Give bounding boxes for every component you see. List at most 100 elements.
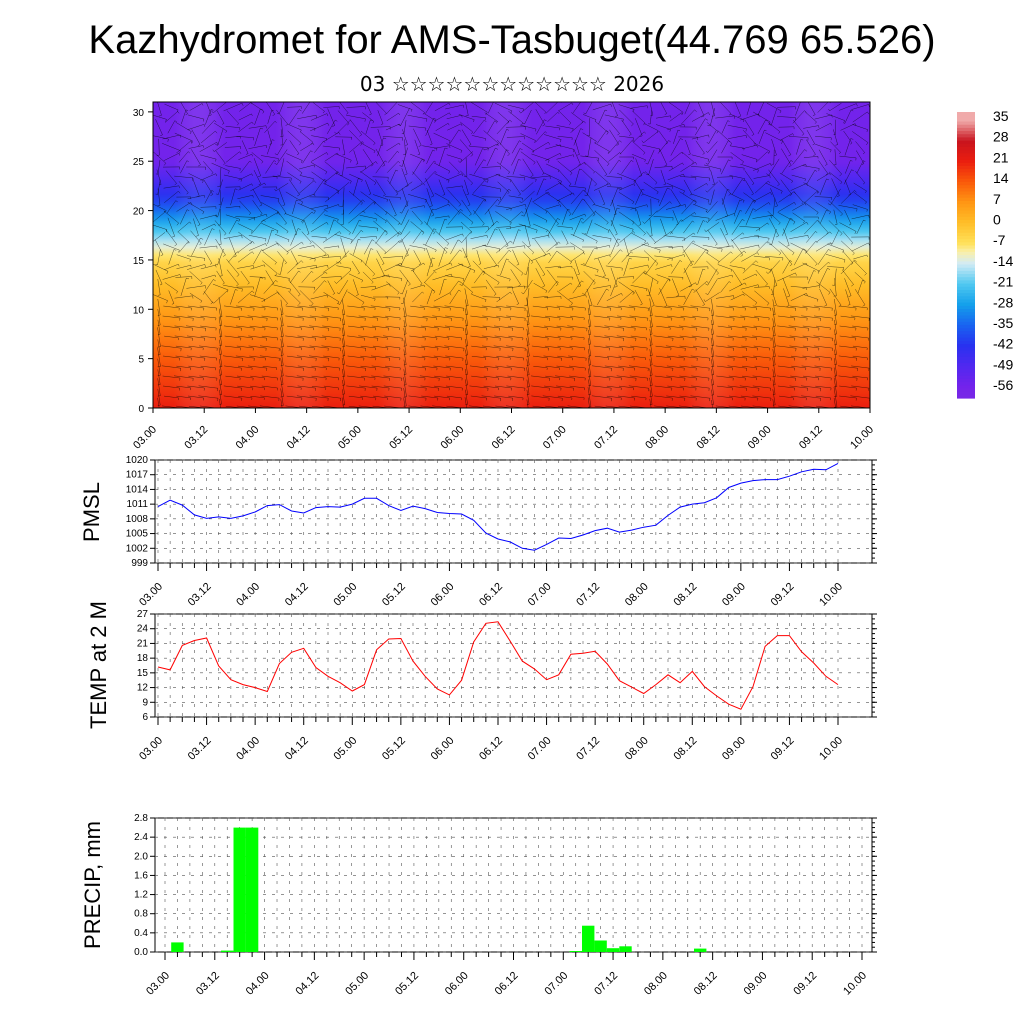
- cs-x-tick-label: 04.12: [285, 424, 313, 452]
- colorbar-cell: [957, 299, 975, 304]
- temp-x-tick-label: 08.00: [623, 735, 651, 763]
- pmsl-x-tick-label: 09.12: [769, 581, 797, 609]
- temp-x-tick-label: 06.00: [429, 735, 457, 763]
- colorbar-cell: [957, 258, 975, 262]
- cs-y-tick-label: 15: [133, 256, 145, 267]
- colorbar-label: 35: [993, 108, 1009, 124]
- colorbar-label: -56: [993, 377, 1013, 393]
- colorbar-cell: [957, 204, 975, 208]
- colorbar-label: -35: [993, 315, 1013, 331]
- cs-x-tick-label: 09.00: [746, 424, 774, 452]
- colorbar-cell: [957, 239, 975, 243]
- precip-x-tick-label: 05.12: [393, 970, 421, 998]
- colorbar-cell: [957, 169, 975, 173]
- colorbar-cell: [957, 127, 975, 132]
- precip-bar: [233, 827, 246, 952]
- colorbar-cell: [957, 216, 975, 221]
- colorbar-label: -21: [993, 274, 1013, 290]
- colorbar-cell: [957, 229, 975, 234]
- colorbar-cell: [957, 200, 975, 205]
- colorbar-cell: [957, 353, 975, 358]
- colorbar-cell: [957, 315, 975, 320]
- pmsl-x-tick-label: 03.00: [137, 581, 165, 609]
- pmsl-y-tick-label: 1017: [126, 470, 149, 481]
- temp-axis-label: TEMP at 2 M: [86, 601, 111, 729]
- temp-x-tick-label: 04.00: [234, 735, 262, 763]
- colorbar-cell: [957, 270, 975, 275]
- colorbar-label: -14: [993, 253, 1013, 269]
- colorbar-cell: [957, 185, 975, 189]
- cs-x-tick-label: 10.00: [848, 424, 876, 452]
- colorbar-cell: [957, 277, 975, 282]
- pmsl-y-tick-label: 1020: [126, 455, 149, 466]
- colorbar-cell: [957, 118, 975, 123]
- precip-y-tick-label: 2.0: [134, 851, 148, 862]
- colorbar-cell: [957, 153, 975, 158]
- temp-frame: [154, 613, 873, 718]
- precip-x-tick-label: 07.12: [592, 970, 620, 998]
- pmsl-x-tick-label: 05.00: [331, 581, 359, 609]
- temp-y-tick-label: 15: [137, 668, 149, 679]
- pmsl-y-tick-label: 1011: [126, 499, 148, 510]
- cs-y-tick-label: 30: [133, 108, 145, 119]
- colorbar-cell: [957, 162, 975, 167]
- colorbar-cell: [957, 289, 975, 294]
- pmsl-x-tick-label: 10.00: [817, 581, 845, 609]
- colorbar-cell: [957, 286, 975, 291]
- page-title: Kazhydromet for AMS-Tasbuget(44.769 65.5…: [88, 18, 936, 62]
- precip-x-tick-label: 08.00: [642, 970, 670, 998]
- temp-x-tick-label: 05.00: [331, 735, 359, 763]
- precip-bar: [582, 925, 595, 952]
- colorbar-cell: [957, 156, 975, 161]
- colorbar-cell: [957, 188, 975, 193]
- cs-x-tick-label: 08.12: [695, 424, 723, 452]
- colorbar-cell: [957, 264, 975, 269]
- colorbar-cell: [957, 115, 975, 119]
- precip-bar: [694, 948, 707, 952]
- temp-x-tick-label: 03.12: [186, 735, 214, 763]
- colorbar-cell: [957, 359, 975, 364]
- cs-y-tick-label: 25: [133, 157, 145, 168]
- colorbar-cell: [957, 293, 975, 297]
- colorbar-cell: [957, 251, 975, 256]
- colorbar-cell: [957, 150, 975, 154]
- colorbar-cell: [957, 372, 975, 377]
- cs-x-tick-label: 07.12: [592, 424, 620, 452]
- pmsl-x-tick-label: 03.12: [186, 581, 214, 609]
- colorbar-cell: [957, 375, 975, 380]
- precip-bar: [606, 948, 620, 952]
- colorbar-cell: [957, 248, 975, 253]
- colorbar-cell: [957, 134, 975, 139]
- colorbar-cell: [957, 207, 975, 212]
- colorbar-cell: [957, 366, 975, 370]
- colorbar-cell: [957, 159, 975, 164]
- colorbar-cell: [957, 191, 975, 196]
- pmsl-x-tick-label: 09.00: [720, 581, 748, 609]
- pmsl-y-tick-label: 1005: [126, 529, 149, 540]
- colorbar-cell: [957, 388, 975, 393]
- cs-x-tick-label: 03.12: [182, 424, 210, 452]
- precip-bar: [245, 827, 259, 952]
- precip-axis-label: PRECIP, mm: [80, 821, 105, 949]
- precip-x-tick-label: 07.00: [542, 970, 570, 998]
- temp-x-tick-label: 05.12: [380, 735, 408, 763]
- temp-panel: 6 9 12 15 18 21 24 27 03.00 03.12 04.00 04.12 05.00 0…: [86, 601, 877, 763]
- colorbar-cell: [957, 309, 975, 313]
- precip-x-tick-label: 06.00: [443, 970, 471, 998]
- temp-y-tick-label: 24: [137, 624, 149, 635]
- colorbar-cell: [957, 172, 975, 177]
- colorbar-cell: [957, 112, 975, 116]
- colorbar-cell: [957, 302, 975, 307]
- precip-bar: [594, 940, 607, 952]
- cs-x-tick-label: 05.12: [387, 424, 415, 452]
- temp-x-tick-label: 07.00: [526, 735, 554, 763]
- pmsl-panel: 999 1002 1005 1008 1011 1014 1017 1020 03.00 03.1…: [79, 455, 877, 609]
- pmsl-x-tick-label: 04.12: [283, 581, 311, 609]
- temp-x-tick-label: 07.12: [574, 735, 602, 763]
- temp-x-tick-label: 03.00: [137, 735, 165, 763]
- cross-section-panel: 0 5 10 15 20 25 30 03.00 03.12 04.00 04.12 05.00 05.…: [131, 101, 876, 452]
- colorbar-cell: [957, 220, 975, 224]
- precip-x-tick-label: 03.12: [194, 970, 222, 998]
- colorbar-label: -42: [993, 336, 1013, 352]
- colorbar-cell: [957, 324, 975, 329]
